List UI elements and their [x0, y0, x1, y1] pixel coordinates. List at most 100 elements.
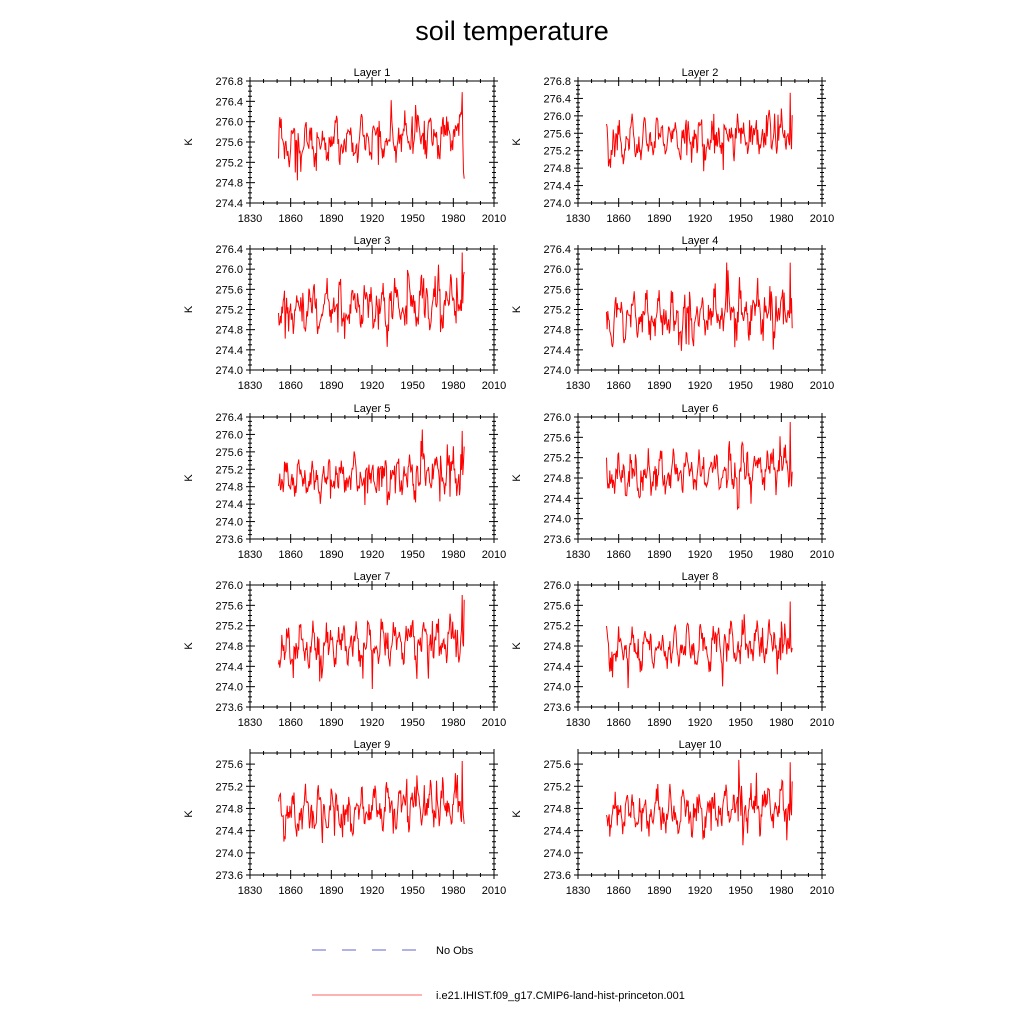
- layer-8-xtick-label: 2010: [810, 717, 834, 729]
- layer-10-xtick-label: 1980: [769, 885, 793, 897]
- layer-10-xtick-label: 1920: [688, 885, 712, 897]
- layer-6-xtick-label: 1920: [688, 549, 712, 561]
- panel-layer-6: Layer 6 273.6 274.0 274.4 274.8 275.2 275.6 276…: [511, 403, 834, 561]
- layer-10-ytick-label: 273.6: [543, 870, 571, 882]
- layer-1-ytick-label: 274.4: [215, 198, 243, 210]
- layer-9-xtick-label: 1950: [400, 885, 424, 897]
- layer-5-ytick-label: 274.8: [215, 482, 243, 494]
- layer-3-title: Layer 3: [354, 235, 391, 247]
- layer-5-ytick-label: 276.0: [215, 429, 243, 441]
- layer-4-ytick-label: 276.4: [543, 244, 571, 256]
- layer-2-ytick-label: 274.8: [543, 163, 571, 175]
- layer-2-xtick-label: 1890: [647, 213, 671, 225]
- layer-1-ytick-label: 276.4: [215, 96, 243, 108]
- layer-6-ytick-label: 274.4: [543, 493, 571, 505]
- layer-4-ytick-label: 275.2: [543, 305, 571, 317]
- layer-6-ytick-label: 276.0: [543, 412, 571, 424]
- layer-7-series-line: [278, 594, 465, 690]
- legend-label-model-run: i.e21.IHIST.f09_g17.CMIP6-land-hist-prin…: [436, 990, 685, 1002]
- layer-5-ytick-label: 275.6: [215, 447, 243, 459]
- layer-8-plot-frame: [577, 584, 823, 708]
- layer-7-ytick-label: 274.0: [215, 682, 243, 694]
- panel-layer-8: Layer 8 273.6 274.0 274.4 274.8 275.2 275.6 276…: [511, 571, 834, 729]
- layer-8-ytick-label: 275.2: [543, 621, 571, 633]
- layer-1-xtick-label: 2010: [482, 213, 506, 225]
- panel-layer-7: Layer 7 273.6 274.0 274.4 274.8 275.2 275.6 276…: [183, 571, 506, 729]
- layer-6-xtick-label: 2010: [810, 549, 834, 561]
- layer-9-xtick-label: 1920: [360, 885, 384, 897]
- layer-4-ytick-label: 274.4: [543, 345, 571, 357]
- layer-2-series-line: [606, 92, 793, 172]
- layer-2-ytick-label: 276.0: [543, 111, 571, 123]
- layer-3-ytick-label: 276.0: [215, 264, 243, 276]
- layer-3-ytick-label: 274.8: [215, 325, 243, 337]
- layer-3-ytick-label: 276.4: [215, 244, 243, 256]
- layer-1-xtick-label: 1860: [278, 213, 302, 225]
- panel-layer-4: Layer 4 274.0 274.4 274.8 275.2 275.6 276.0 276…: [511, 235, 834, 392]
- layer-4-ylabel: K: [511, 305, 523, 313]
- layer-1-ylabel: K: [183, 138, 195, 146]
- layer-10-series-line: [606, 759, 793, 846]
- layer-4-series-line: [606, 262, 793, 351]
- layer-2-ytick-label: 276.8: [543, 76, 571, 88]
- layer-2-title: Layer 2: [682, 67, 719, 79]
- layer-1-ytick-label: 276.8: [215, 76, 243, 88]
- layer-1-xtick-label: 1920: [360, 213, 384, 225]
- legend-entry-no-obs: No Obs: [312, 945, 474, 957]
- layer-7-ytick-label: 273.6: [215, 702, 243, 714]
- layer-6-series-line: [606, 421, 793, 511]
- layer-3-ytick-label: 274.4: [215, 345, 243, 357]
- layer-10-xtick-label: 2010: [810, 885, 834, 897]
- layer-9-ytick-label: 274.4: [215, 826, 243, 838]
- layer-6-ylabel: K: [511, 474, 523, 482]
- layer-9-xtick-label: 2010: [482, 885, 506, 897]
- layer-3-xtick-label: 1950: [400, 380, 424, 392]
- layer-6-ytick-label: 274.0: [543, 514, 571, 526]
- layer-8-xtick-label: 1860: [606, 717, 630, 729]
- panel-layer-3: Layer 3 274.0 274.4 274.8 275.2 275.6 276.0 276…: [183, 235, 506, 392]
- layer-6-xtick-label: 1890: [647, 549, 671, 561]
- layer-8-ylabel: K: [511, 642, 523, 650]
- layer-5-xtick-label: 1980: [441, 549, 465, 561]
- layer-5-ytick-label: 275.2: [215, 464, 243, 476]
- layer-8-ytick-label: 273.6: [543, 702, 571, 714]
- layer-3-series-line: [278, 252, 465, 347]
- layer-8-ytick-label: 276.0: [543, 580, 571, 592]
- layer-1-ytick-label: 275.6: [215, 137, 243, 149]
- layer-4-ytick-label: 276.0: [543, 264, 571, 276]
- layer-5-title: Layer 5: [354, 403, 391, 415]
- layer-5-ytick-label: 276.4: [215, 412, 243, 424]
- panel-layer-10: Layer 10 273.6 274.0 274.4 274.8 275.2 275.6 18…: [511, 739, 834, 897]
- layer-7-ytick-label: 275.2: [215, 621, 243, 633]
- layer-5-xtick-label: 1920: [360, 549, 384, 561]
- layer-9-xtick-label: 1830: [238, 885, 262, 897]
- layer-3-ytick-label: 275.2: [215, 305, 243, 317]
- layer-6-xtick-label: 1980: [769, 549, 793, 561]
- layer-1-ytick-label: 275.2: [215, 157, 243, 169]
- layer-1-xtick-label: 1830: [238, 213, 262, 225]
- layer-2-xtick-label: 1950: [728, 213, 752, 225]
- layer-9-xtick-label: 1980: [441, 885, 465, 897]
- layer-6-ytick-label: 274.8: [543, 473, 571, 485]
- layer-8-ytick-label: 274.4: [543, 661, 571, 673]
- panel-layer-9: Layer 9 273.6 274.0 274.4 274.8 275.2 275.6 183…: [183, 739, 506, 897]
- layer-7-xtick-label: 1950: [400, 717, 424, 729]
- layer-10-title: Layer 10: [679, 739, 722, 751]
- layer-4-xtick-label: 1950: [728, 380, 752, 392]
- layer-1-xtick-label: 1950: [400, 213, 424, 225]
- layer-6-xtick-label: 1830: [566, 549, 590, 561]
- layer-7-xtick-label: 1890: [319, 717, 343, 729]
- layer-8-series-line: [606, 601, 793, 689]
- layer-8-title: Layer 8: [682, 571, 719, 583]
- layer-6-xtick-label: 1950: [728, 549, 752, 561]
- layer-8-xtick-label: 1890: [647, 717, 671, 729]
- layer-5-ytick-label: 274.0: [215, 517, 243, 529]
- layer-3-xtick-label: 1860: [278, 380, 302, 392]
- layer-4-xtick-label: 1830: [566, 380, 590, 392]
- layer-7-ytick-label: 274.8: [215, 641, 243, 653]
- layer-4-title: Layer 4: [682, 235, 719, 247]
- layer-2-ytick-label: 274.0: [543, 198, 571, 210]
- layer-9-ytick-label: 275.6: [215, 759, 243, 771]
- layer-7-title: Layer 7: [354, 571, 391, 583]
- layer-9-ytick-label: 274.0: [215, 848, 243, 860]
